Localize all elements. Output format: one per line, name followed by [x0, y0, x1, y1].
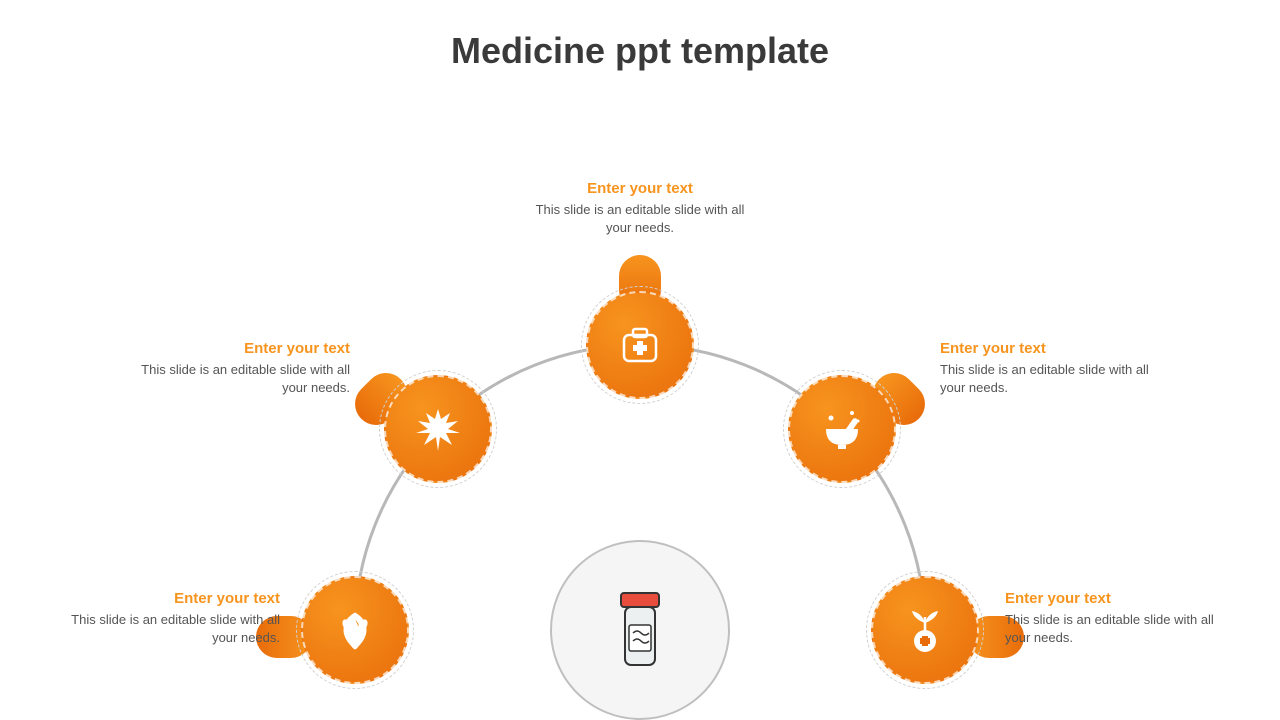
node-body: This slide is an editable slide with all… — [940, 361, 1160, 397]
node-body: This slide is an editable slide with all… — [60, 611, 280, 647]
leaf-icon — [412, 403, 464, 455]
node-title: Enter your text — [1005, 590, 1225, 607]
text-block-n2: Enter your text This slide is an editabl… — [130, 340, 350, 397]
node-body: This slide is an editable slide with all… — [130, 361, 350, 397]
slide-title: Medicine ppt template — [0, 30, 1280, 72]
hops-icon — [330, 605, 380, 655]
pill-bottle-icon — [605, 585, 675, 675]
sprout-icon — [900, 605, 950, 655]
text-block-n4: Enter your text This slide is an editabl… — [940, 340, 1160, 397]
node-circle — [586, 291, 694, 399]
node-body: This slide is an editable slide with all… — [530, 201, 750, 237]
node-circle — [788, 375, 896, 483]
medkit-icon — [616, 321, 664, 369]
mortar-icon — [816, 403, 868, 455]
node-body: This slide is an editable slide with all… — [1005, 611, 1225, 647]
text-block-n1: Enter your text This slide is an editabl… — [60, 590, 280, 647]
node-circle — [301, 576, 409, 684]
node-title: Enter your text — [530, 180, 750, 197]
node-circle — [384, 375, 492, 483]
node-title: Enter your text — [130, 340, 350, 357]
center-circle — [550, 540, 730, 720]
node-title: Enter your text — [60, 590, 280, 607]
node-title: Enter your text — [940, 340, 1160, 357]
diagram-container: Enter your text This slide is an editabl… — [0, 130, 1280, 720]
node-circle — [871, 576, 979, 684]
text-block-n5: Enter your text This slide is an editabl… — [1005, 590, 1225, 647]
text-block-n3: Enter your text This slide is an editabl… — [530, 180, 750, 237]
